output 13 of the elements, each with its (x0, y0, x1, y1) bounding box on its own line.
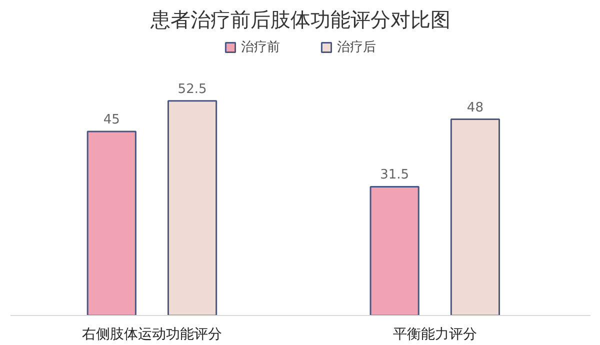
legend-label: 治疗前 (241, 39, 280, 56)
data-label: 45 (103, 112, 120, 128)
bar (86, 130, 136, 316)
bar (167, 100, 218, 316)
x-tick-label: 右侧肢体运动功能评分 (82, 326, 222, 342)
data-label: 48 (466, 100, 484, 116)
data-label: 31.5 (380, 168, 410, 183)
bar (450, 118, 500, 316)
bar (370, 186, 420, 316)
chart-title: 患者治疗前后肢体功能评分对比图 (150, 8, 450, 32)
x-tick-label: 平衡能力评分 (392, 326, 477, 342)
legend-label: 治疗后 (337, 39, 376, 56)
data-label: 52.5 (178, 82, 207, 97)
